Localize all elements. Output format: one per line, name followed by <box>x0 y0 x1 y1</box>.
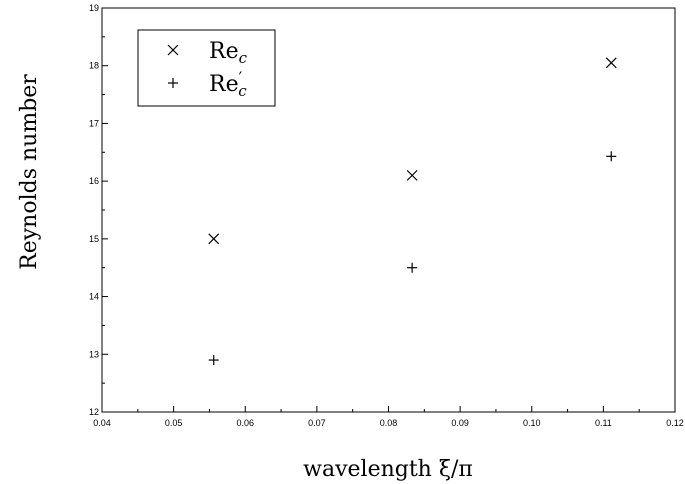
legend-label-main: Re <box>209 39 239 64</box>
data-point-plus-marker <box>606 151 617 162</box>
x-tick-label: 0.11 <box>595 418 612 428</box>
x-tick-label: 0.07 <box>308 418 326 428</box>
x-tick-label: 0.04 <box>93 418 111 428</box>
y-tick-label: 18 <box>89 61 99 71</box>
x-tick-label: 0.06 <box>236 418 254 428</box>
x-axis-title: wavelength ξ/π <box>303 457 473 482</box>
data-point-x-marker <box>605 57 617 69</box>
data-point-plus-marker <box>407 262 418 273</box>
data-point-x-marker <box>208 233 220 245</box>
data-point-x-marker <box>406 169 418 181</box>
x-tick-label: 0.08 <box>380 418 398 428</box>
y-tick-label: 16 <box>89 176 99 186</box>
y-axis-title: Reynolds number <box>17 74 42 270</box>
x-tick-label: 0.09 <box>451 418 469 428</box>
data-point-plus-marker <box>208 355 219 366</box>
x-axis: 0.04 0.05 0.06 0.07 0.08 0.09 0.10 0.11 0.12 <box>93 406 684 428</box>
y-tick-label: 15 <box>89 234 99 244</box>
y-tick-label: 19 <box>89 3 99 13</box>
y-tick-label: 14 <box>89 292 99 302</box>
legend-label-main: Re <box>209 72 239 97</box>
y-axis: 12 13 14 15 16 17 18 19 <box>89 3 108 417</box>
legend-box <box>137 29 276 107</box>
x-tick-label: 0.05 <box>165 418 183 428</box>
legend-label: Rec <box>209 39 248 67</box>
legend-label: Re′ c <box>209 68 247 100</box>
y-tick-label: 17 <box>89 118 99 128</box>
y-tick-label: 13 <box>89 349 99 359</box>
legend-plus-marker <box>168 78 178 88</box>
x-tick-label: 0.10 <box>523 418 541 428</box>
legend-label-sub: c <box>238 82 247 100</box>
legend-label-prime: ′ <box>239 68 243 87</box>
legend-label-sub: c <box>239 49 248 67</box>
y-tick-label: 12 <box>89 407 99 417</box>
legend-x-marker <box>167 44 179 56</box>
x-tick-label: 0.12 <box>666 418 684 428</box>
data-points <box>208 57 617 366</box>
